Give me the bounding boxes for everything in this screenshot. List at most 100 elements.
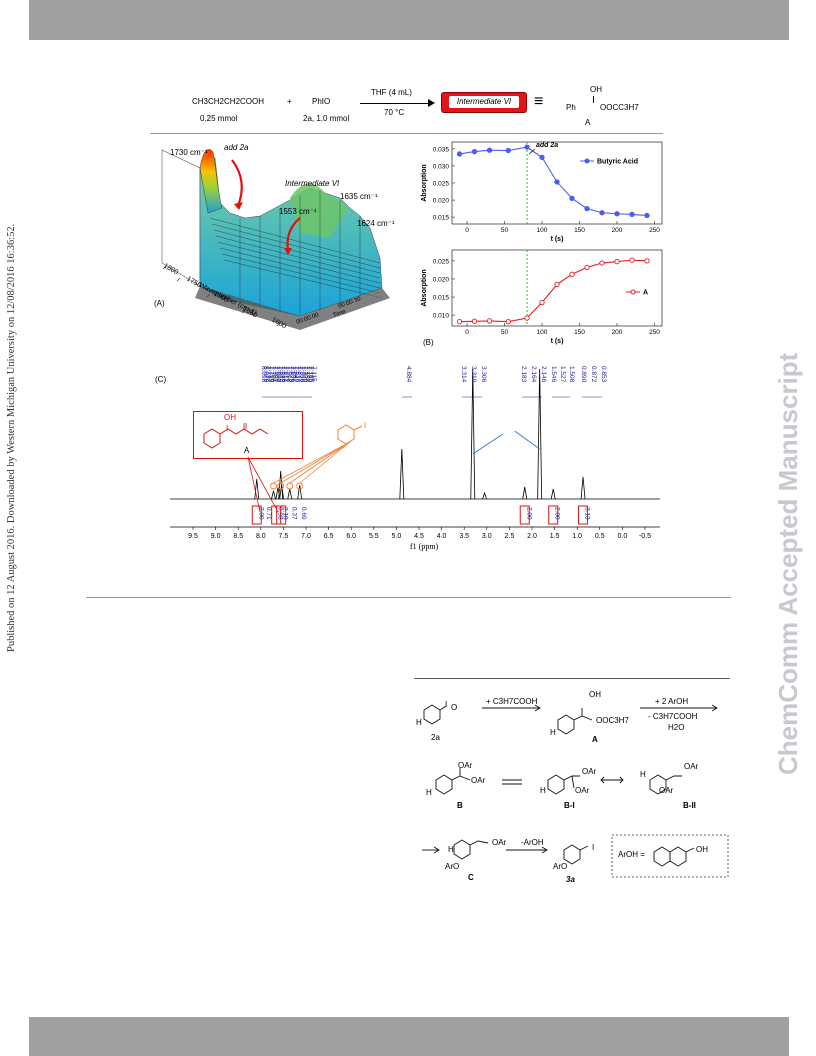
nmr-peak-label-4: 7.706 <box>269 366 276 383</box>
nmr-xtick-label-4: 7.5 <box>279 533 289 540</box>
nmr-peak-label-25: 3.310 <box>470 366 477 383</box>
nmr-peak-label-5: 7.701 <box>271 366 278 383</box>
scheme-arrow3-label: -ArOH <box>521 838 544 847</box>
nmr-peak-3 <box>278 470 284 500</box>
series-line-a <box>459 259 648 323</box>
integral-label-3: 2.10 <box>282 507 289 520</box>
iodobenzene-peak-marker-1 <box>277 482 285 490</box>
aroh-definition: ArOH = <box>618 850 645 859</box>
nmr-xtick-label-20: -0.5 <box>639 533 651 540</box>
nmr-xtick-label-16: 1.5 <box>550 533 560 540</box>
nmr-xtick-label-8: 5.5 <box>369 533 379 540</box>
scheme-bii-label: B-II <box>683 801 696 810</box>
ytick-label-butyric-1: 0.030 <box>433 163 450 170</box>
ylabel-a: Absorption <box>421 269 428 306</box>
data-point-butyric-2 <box>486 147 493 153</box>
data-point-a-4 <box>524 315 530 321</box>
nmr-peak-6 <box>297 484 303 500</box>
ylabel-butyric: Absorption <box>421 164 428 201</box>
nmr-xtick-label-14: 2.5 <box>505 533 515 540</box>
nmr-expansion-line-2 <box>514 430 540 450</box>
waterfall-ridge-intermediate <box>290 183 348 238</box>
nmr-peak-label-3: 7.719 <box>267 366 274 383</box>
nmr-peak-label-7: 7.635 <box>276 366 283 383</box>
data-point-a-12 <box>644 258 650 264</box>
data-point-butyric-7 <box>569 195 575 202</box>
iodobenzene-link-0 <box>273 441 351 484</box>
nmr-peak-label-19: 7.154 <box>303 366 310 383</box>
nmr-peak-label-13: 7.556 <box>290 366 297 383</box>
integral-label-7: 2.00 <box>554 507 561 520</box>
publication-note: Published on 12 August 2016. Downloaded … <box>6 223 17 652</box>
data-point-a-6 <box>554 281 560 288</box>
scheme-a-h: H <box>550 728 556 737</box>
nmr-xtick-label-3: 8.0 <box>256 533 266 540</box>
accepted-manuscript-watermark: ChemComm Accepted Manuscript <box>773 352 803 775</box>
nmr-peak-label-29: 2.146 <box>540 366 547 383</box>
product-label: A <box>585 118 591 127</box>
data-point-butyric-11 <box>629 211 635 218</box>
mechanism-scheme <box>414 680 732 890</box>
scheme-c-oar: OAr <box>492 838 507 847</box>
data-point-butyric-10 <box>614 211 620 217</box>
integral-box-0 <box>251 505 262 525</box>
data-point-a-2 <box>486 318 493 324</box>
waterfall-svg <box>161 149 390 330</box>
scheme-3a-i: I <box>592 843 595 852</box>
reaction-arrowhead <box>428 99 435 107</box>
ytick-label-butyric-0: 0.035 <box>433 146 450 153</box>
divider-middle <box>86 597 731 598</box>
legend-a: A <box>643 290 648 297</box>
waterfall-slices <box>209 190 383 314</box>
scheme-2a-h: H <box>416 718 422 727</box>
nmr-peak-label-24: 3.314 <box>460 366 467 383</box>
scheme-b-oar-right: OAr <box>471 776 486 785</box>
data-point-butyric-3 <box>505 147 511 154</box>
nmr-peak-label-30: 1.546 <box>550 366 557 383</box>
panel-a-add-2a: add 2a <box>224 143 249 152</box>
waterfall-peak-1730 <box>199 149 223 214</box>
nmr-peak-label-31: 1.527 <box>559 366 566 383</box>
data-point-a-11 <box>629 257 635 263</box>
data-point-a-10 <box>614 258 620 265</box>
scheme-c-h: H <box>448 845 454 854</box>
scheme-arrow2-bot: H2O <box>668 723 685 732</box>
data-point-butyric-6 <box>554 179 560 185</box>
scheme-2a-label: 2a <box>431 733 440 742</box>
peak-1730: 1730 cm⁻¹ <box>170 148 208 157</box>
xtick-label-a-5: 250 <box>649 329 660 336</box>
nmr-peak-7 <box>399 448 405 500</box>
xtick-label-butyric-5: 250 <box>649 227 660 234</box>
nmr-peak-label-33: 0.890 <box>580 366 587 383</box>
scheme-b-oar-top: OAr <box>458 761 473 770</box>
scheme-3a-aro: ArO <box>553 862 568 871</box>
plot-frame-a <box>451 249 663 327</box>
integral-box-3 <box>276 505 287 525</box>
scheme-bi-label: B-I <box>564 801 575 810</box>
integral-label-0: 2.09 <box>257 507 264 520</box>
iodobenzene-i: I <box>364 421 367 430</box>
peak-1624: 1624 cm⁻¹ <box>357 219 395 228</box>
legend-butyric: Butyric Acid <box>597 159 638 166</box>
nmr-xtick-label-18: 0.5 <box>595 533 605 540</box>
legend-marker-butyric <box>584 158 590 164</box>
nmr-peak-label-32: 1.508 <box>568 366 575 383</box>
data-point-butyric-4 <box>524 144 530 150</box>
condition-solvent: THF (4 mL) <box>371 88 412 97</box>
scheme-c-aro: ArO <box>445 862 460 871</box>
integral-label-2: 0.98 <box>277 507 284 520</box>
nmr-peak-label-23: 4.884 <box>405 366 412 383</box>
scheme-arrow2-top: + 2 ArOH <box>655 697 689 706</box>
scheme-bii-h: H <box>640 770 646 779</box>
nmr-peak-13 <box>580 476 586 500</box>
reactant-amount: 0.25 mmol <box>200 114 238 123</box>
data-point-butyric-9 <box>599 210 605 216</box>
integral-label-6: 2.00 <box>525 507 532 520</box>
ytick-label-a-0: 0.025 <box>433 258 450 265</box>
panel-b-kinetics: 0.035 0.030 0.025 0.020 0.015 0 50 100 150 200 250… <box>412 138 672 350</box>
structure-a-i: I <box>226 424 229 433</box>
integral-box-7 <box>548 505 559 525</box>
scheme-2a-o: O <box>451 703 458 712</box>
ytick-label-a-3: 0.010 <box>433 313 450 320</box>
product-ph: Ph <box>566 103 576 112</box>
